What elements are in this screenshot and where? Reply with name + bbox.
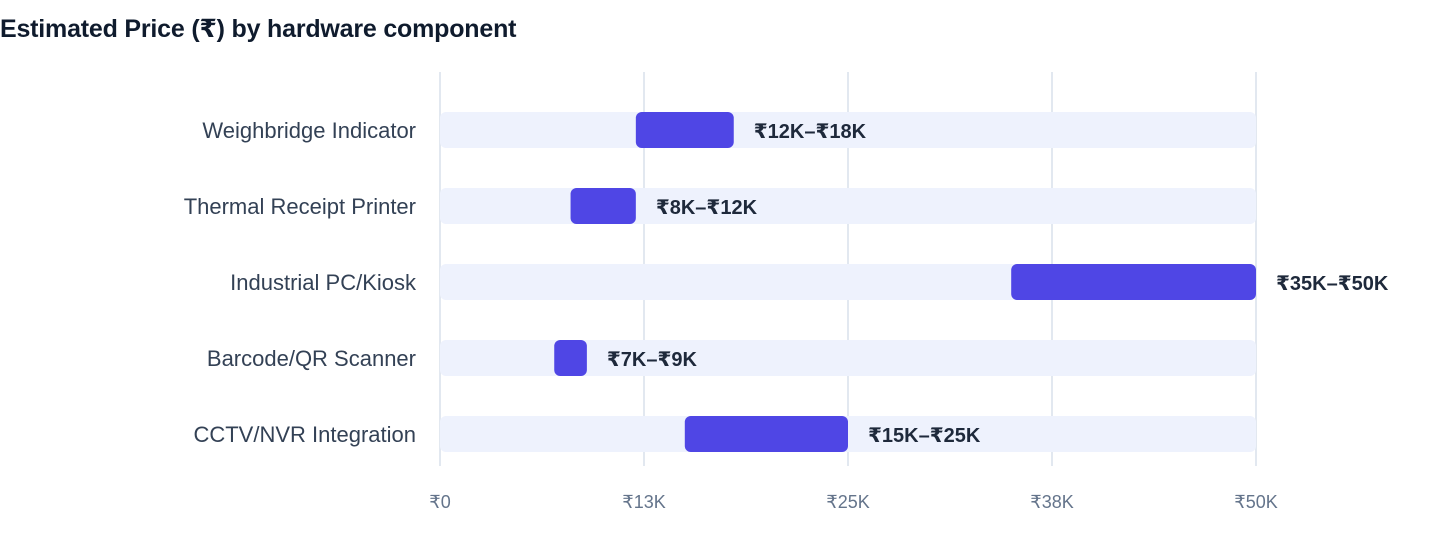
range-label: ₹7K–₹9K [607, 349, 698, 371]
range-label: ₹15K–₹25K [868, 425, 981, 447]
range-bar [635, 112, 734, 148]
x-tick-label: ₹13K [622, 492, 665, 512]
range-bar [554, 340, 587, 376]
chart-title: Estimated Price (₹) by hardware componen… [0, 15, 517, 43]
category-label: Thermal Receipt Printer [184, 194, 416, 219]
range-bars [554, 112, 1256, 452]
category-label: Weighbridge Indicator [202, 118, 416, 143]
x-tick-label: ₹50K [1234, 492, 1277, 512]
x-tick-label: ₹25K [826, 492, 869, 512]
range-labels: ₹12K–₹18K ₹8K–₹12K ₹35K–₹50K ₹7K–₹9K ₹15K–₹2… [607, 121, 1389, 447]
category-labels: Weighbridge Indicator Thermal Receipt Pri… [184, 118, 417, 447]
range-label: ₹8K–₹12K [656, 197, 758, 219]
bar-track [440, 188, 1256, 224]
range-label: ₹35K–₹50K [1276, 273, 1389, 295]
x-tick-label: ₹0 [429, 492, 450, 512]
category-label: Barcode/QR Scanner [207, 346, 416, 371]
range-bar [1011, 264, 1256, 300]
range-bar [570, 188, 636, 224]
category-label: Industrial PC/Kiosk [230, 270, 417, 295]
bar-track [440, 340, 1256, 376]
range-label: ₹12K–₹18K [754, 121, 867, 143]
x-tick-label: ₹38K [1030, 492, 1073, 512]
category-label: CCTV/NVR Integration [193, 422, 416, 447]
range-bar [684, 416, 848, 452]
x-tick-labels: ₹0 ₹13K ₹25K ₹38K ₹50K [429, 492, 1277, 512]
